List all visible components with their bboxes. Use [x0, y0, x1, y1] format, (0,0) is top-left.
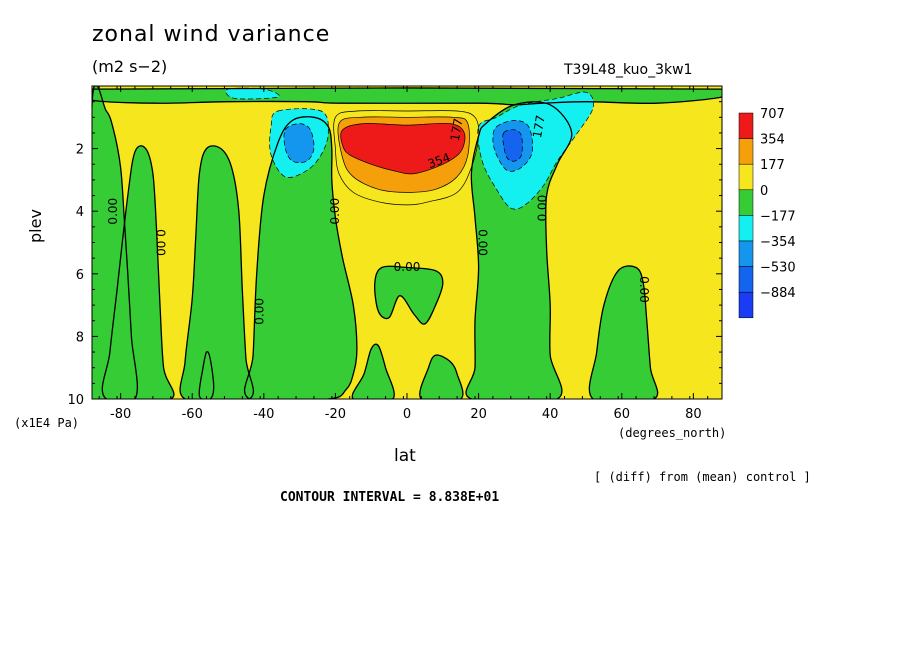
y-tick-label: 6 — [76, 268, 84, 283]
axes: -80 -60 -40 -20 0 20 40 60 80 2 4 6 8 10 — [67, 86, 722, 422]
y-axis-unit: (x1E4 Pa) — [14, 416, 80, 430]
run-name: T39L48_kuo_3kw1 — [564, 62, 693, 78]
chart-units: (m2 s−2) — [92, 57, 168, 76]
contour-interval: CONTOUR INTERVAL = 8.838E+01 — [280, 490, 500, 505]
contour-label: 0.00 — [637, 276, 651, 303]
contour-region — [340, 123, 466, 174]
y-tick-label: 4 — [76, 205, 84, 220]
contour-label: 177 — [448, 117, 466, 142]
contour-label: 0.00 — [154, 229, 168, 256]
contour-region — [374, 266, 443, 325]
contour-line — [101, 145, 175, 399]
contour-region — [244, 116, 357, 399]
legend-label: 0 — [760, 184, 768, 199]
contour-line — [465, 101, 573, 399]
contour-line — [283, 123, 315, 164]
chart-title: zonal wind variance — [92, 22, 331, 47]
contour-region — [102, 145, 174, 399]
contour-label: 0.00 — [253, 298, 267, 325]
legend-swatch — [738, 240, 754, 267]
contour-line — [225, 87, 280, 100]
x-tick-label: -80 — [110, 407, 131, 422]
legend-label: −530 — [760, 261, 796, 276]
contour-line — [340, 122, 466, 175]
y-tick-label: 2 — [76, 143, 84, 158]
legend-swatch — [738, 112, 754, 139]
x-axis-unit: (degrees_north) — [618, 426, 727, 440]
contour-region — [502, 129, 523, 162]
contour-line — [179, 145, 255, 399]
legend-label: −177 — [760, 209, 796, 224]
contour-region — [225, 88, 280, 100]
contour-line — [588, 265, 659, 399]
contour-labels: 0.000.000.000.000.000.000.000.0017717735… — [106, 114, 651, 325]
contour-label: 0.00 — [328, 198, 342, 225]
contour-line — [333, 110, 480, 206]
contour-label: 177 — [530, 114, 548, 139]
contour-label: 0.00 — [476, 229, 490, 256]
y-tick-label: 10 — [67, 393, 84, 408]
plot-area — [92, 86, 722, 399]
x-tick-label: 80 — [685, 407, 702, 422]
contour-line — [419, 354, 464, 399]
legend-label: 177 — [760, 158, 785, 173]
contour-region — [352, 344, 395, 399]
contour-line — [374, 265, 444, 325]
contour-region — [180, 145, 254, 399]
legend-label: 354 — [760, 133, 785, 148]
contour-region — [419, 355, 463, 399]
legend-swatch — [738, 189, 754, 216]
contour-line — [492, 120, 534, 172]
legend: 707 354 177 0 −177 −354 −530 −884 — [738, 107, 796, 319]
contour-line — [198, 350, 215, 399]
x-tick-label: -60 — [182, 407, 203, 422]
legend-label: −354 — [760, 235, 796, 250]
diff-note: [ (diff) from (mean) control ] — [594, 470, 811, 484]
contour-line — [92, 86, 138, 399]
legend-swatch — [738, 266, 754, 293]
x-tick-label: 40 — [542, 407, 559, 422]
x-tick-label: 0 — [403, 407, 411, 422]
legend-label: −884 — [760, 286, 796, 301]
x-tick-label: -40 — [253, 407, 274, 422]
x-axis-label: lat — [394, 446, 416, 466]
legend-swatch — [738, 163, 754, 191]
contour-line — [351, 343, 395, 399]
legend-swatch — [738, 291, 754, 319]
contour-line — [477, 91, 594, 210]
contour-region — [477, 92, 594, 210]
contour-lines — [92, 86, 722, 399]
contour-line — [269, 108, 329, 178]
x-tick-label: 20 — [470, 407, 487, 422]
legend-swatch — [738, 138, 754, 165]
contour-line — [243, 116, 358, 399]
contour-label: 0.00 — [536, 195, 550, 222]
x-tick-label: -20 — [325, 407, 346, 422]
contour-region — [283, 123, 315, 163]
contour-label: 0.00 — [394, 260, 421, 274]
y-tick-label: 8 — [76, 330, 84, 345]
contour-line — [502, 129, 523, 162]
contour-region — [589, 265, 658, 399]
x-tick-label: 60 — [613, 407, 630, 422]
contour-label: 0.00 — [106, 198, 120, 225]
legend-label: 707 — [760, 107, 785, 122]
contour-region — [199, 351, 214, 399]
legend-swatch — [738, 215, 754, 242]
contour-line — [337, 116, 470, 193]
